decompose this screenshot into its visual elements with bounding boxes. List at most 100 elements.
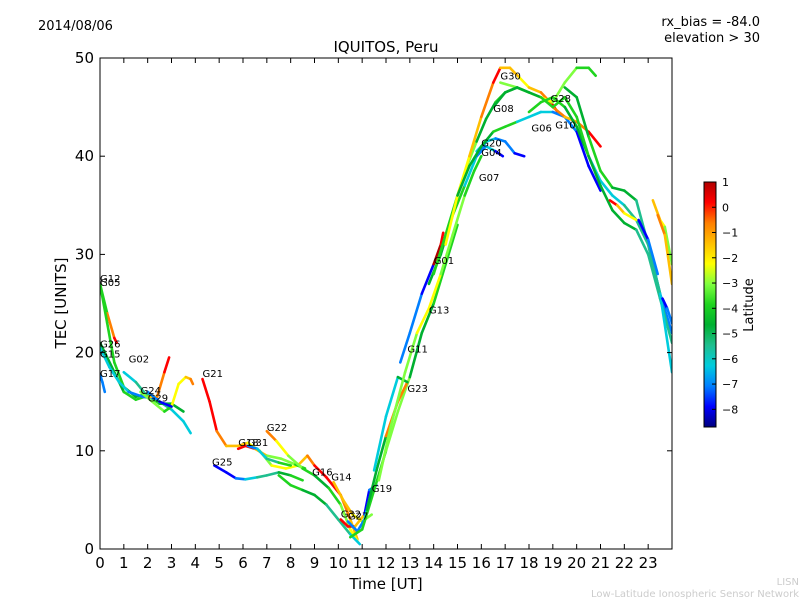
series-segment: [494, 137, 507, 143]
series-segment: [213, 464, 228, 474]
series-segment: [100, 282, 109, 325]
satellite-label: G17: [100, 369, 120, 380]
footer-org-full: Low-Latitude Ionospheric Sensor Network: [591, 589, 799, 600]
series-segment: [587, 154, 602, 187]
series-segment: [101, 380, 107, 394]
satellite-label: G10: [555, 121, 575, 132]
series-segment: [587, 66, 598, 77]
colorbar-tick-label: −8: [722, 403, 738, 416]
series-segment: [622, 211, 638, 222]
series-segment: [611, 186, 626, 192]
series-segment: [122, 390, 138, 402]
series-g37: [656, 213, 672, 286]
x-axis-label: Time [UT]: [348, 575, 422, 593]
series-segment: [270, 464, 288, 470]
colorbar-tick-label: −2: [722, 252, 738, 265]
series-segment: [301, 488, 316, 497]
colorbar-tick-label: −4: [722, 302, 738, 315]
series-segment: [100, 341, 109, 359]
series-segment: [127, 390, 145, 399]
y-tick-label: 50: [75, 49, 94, 67]
series-segment: [265, 471, 281, 477]
x-tick-label: 1: [119, 554, 129, 572]
series-segment: [182, 419, 192, 435]
satellite-label: G23: [407, 384, 427, 395]
series-segment: [484, 145, 497, 153]
x-tick-label: 23: [639, 554, 658, 572]
series-segment: [503, 140, 517, 155]
series-segment: [246, 444, 259, 451]
series-segment: [146, 390, 161, 404]
series-segment: [503, 86, 519, 94]
x-tick-label: 9: [310, 554, 320, 572]
series-segment: [420, 302, 436, 335]
series-segment: [463, 169, 476, 197]
x-tick-label: 19: [543, 554, 562, 572]
x-tick-label: 16: [472, 554, 491, 572]
series-segment: [646, 238, 660, 276]
series-segment: [599, 169, 614, 189]
satellite-label: G16: [312, 467, 332, 478]
y-tick-label: 0: [84, 540, 94, 558]
series-segment: [155, 370, 166, 399]
series-segment: [375, 434, 388, 472]
series-segment: [563, 115, 579, 133]
elevation-label: elevation > 30: [664, 31, 760, 46]
series-g01: [398, 231, 445, 364]
series-segment: [100, 346, 111, 369]
series-segment: [575, 130, 590, 168]
series-segment: [277, 474, 293, 487]
x-tick-label: 0: [95, 554, 105, 572]
series-segment: [134, 380, 149, 399]
series-g29: [146, 390, 173, 408]
series-segment: [527, 91, 543, 99]
colorbar-label: Latitude: [742, 278, 757, 332]
series-segment: [339, 518, 350, 528]
satellite-label: G25: [212, 458, 232, 469]
series-segment: [499, 81, 519, 89]
series-segment: [286, 454, 304, 470]
series-segment: [113, 361, 126, 389]
series-g38: [661, 297, 672, 325]
satellite-label: G12: [100, 274, 120, 285]
series-segment: [170, 382, 180, 408]
series-segment: [503, 120, 519, 128]
series-segment: [479, 130, 495, 148]
x-tick-label: 7: [262, 554, 272, 572]
series-segment: [637, 218, 650, 241]
series-segment: [236, 441, 250, 448]
series-segment: [296, 454, 309, 467]
x-tick-label: 2: [143, 554, 153, 572]
satellite-label: G06: [531, 124, 551, 135]
series-segment: [415, 307, 431, 335]
series-segment: [432, 233, 447, 276]
series-segment: [527, 110, 543, 119]
series-segment: [646, 253, 662, 300]
series-segment: [163, 356, 171, 374]
series-segment: [587, 164, 602, 192]
series-g06: [456, 110, 602, 197]
x-tick-label: 20: [567, 554, 586, 572]
series-segment: [389, 370, 407, 428]
series-segment: [244, 475, 259, 481]
series-segment: [663, 233, 672, 286]
series-segment: [403, 331, 419, 374]
x-tick-label: 5: [214, 554, 224, 572]
series-segment: [439, 233, 455, 276]
x-tick-label: 17: [496, 554, 515, 572]
series-segment: [634, 228, 650, 256]
footer-org-short: LISN: [777, 577, 799, 588]
series-segment: [313, 474, 331, 490]
series-segment: [575, 115, 590, 158]
series-segment: [539, 96, 555, 104]
satellite-label: G04: [481, 148, 501, 159]
series-segment: [372, 415, 388, 472]
series-g04: [475, 145, 505, 158]
rx-bias-label: rx_bias = -84.0: [661, 15, 760, 30]
series-segment: [325, 503, 340, 521]
x-tick-label: 6: [238, 554, 248, 572]
x-axis-ticks: 0 1 2 3 4 5 6 7 8 9 10 11 12 13 14 15 16 17 18 19 20 21 22 23: [95, 58, 658, 572]
series-segment: [420, 262, 436, 296]
series-segment: [475, 145, 488, 158]
